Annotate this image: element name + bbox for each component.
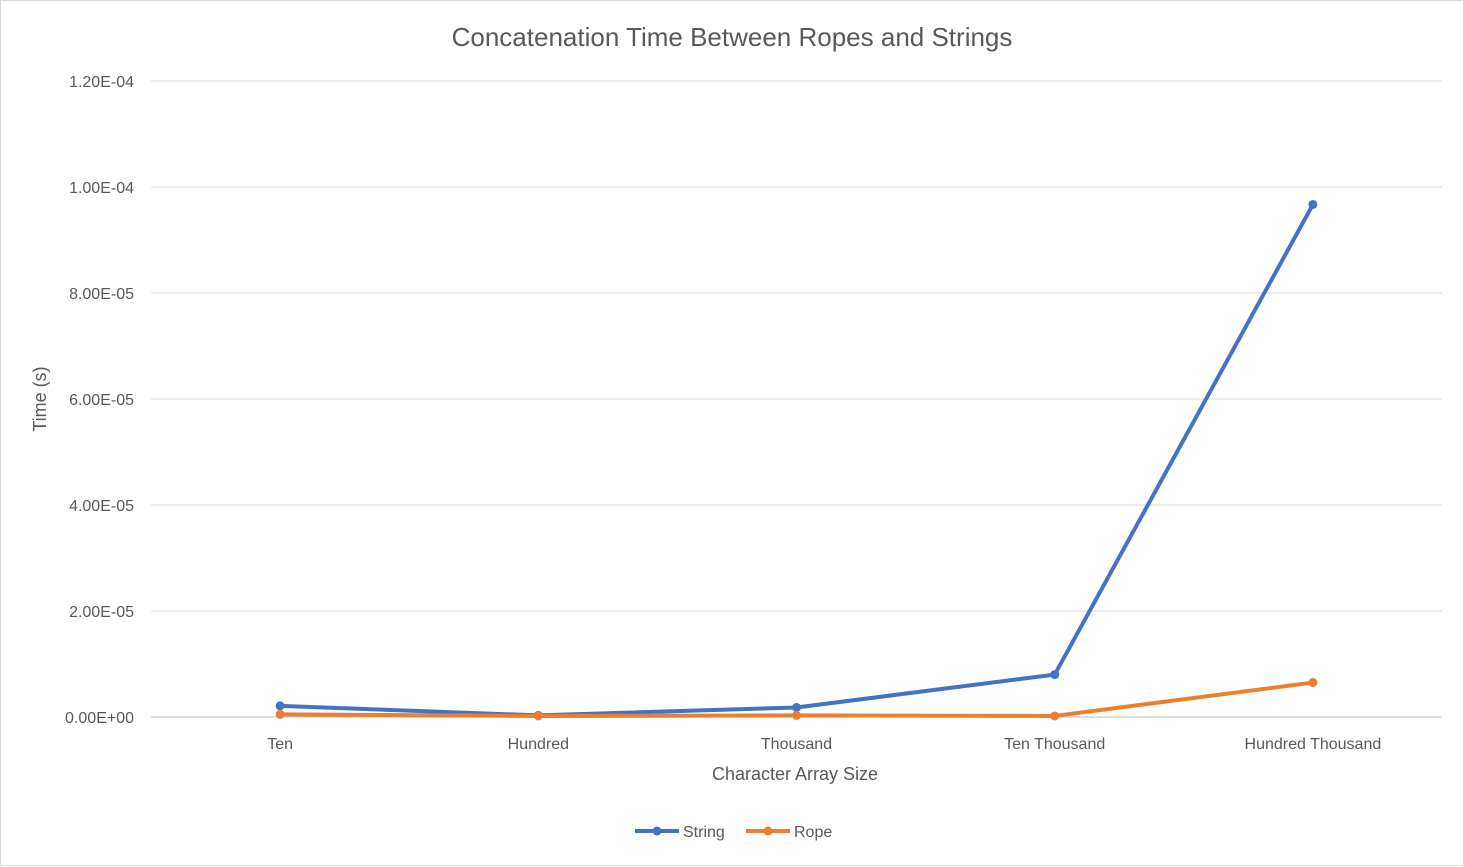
gridlines (151, 80, 1442, 718)
legend-label-rope: Rope (794, 824, 832, 841)
x-tick-label: Ten Thousand (1004, 736, 1105, 753)
legend-label-string: String (683, 824, 725, 841)
chart-title: Concatenation Time Between Ropes and Str… (452, 22, 1013, 52)
series-lines (275, 199, 1318, 721)
legend-marker-string (652, 826, 662, 836)
x-axis-title: Character Array Size (712, 764, 878, 784)
y-tick-label: 4.00E-05 (69, 498, 134, 515)
data-point-rope (275, 709, 285, 719)
data-point-string (1050, 670, 1060, 680)
x-tick-label: Hundred Thousand (1245, 736, 1382, 753)
x-axis-ticks: Ten Hundred Thousand Ten Thousand Hundred Th… (267, 736, 1381, 753)
data-point-rope (1050, 711, 1060, 721)
data-point-string (1308, 199, 1318, 209)
y-tick-label: 1.00E-04 (69, 180, 134, 197)
y-tick-label: 2.00E-05 (69, 604, 134, 621)
data-point-string (275, 701, 285, 711)
x-tick-label: Thousand (761, 736, 832, 753)
data-point-rope (533, 711, 543, 721)
y-axis-title: Time (s) (30, 366, 50, 431)
legend: String Rope (635, 824, 832, 841)
y-tick-label: 1.20E-04 (69, 74, 134, 91)
y-tick-label: 0.00E+00 (65, 710, 134, 727)
x-tick-label: Hundred (508, 736, 569, 753)
y-axis-ticks: 0.00E+00 2.00E-05 4.00E-05 6.00E-05 8.00E-05… (65, 74, 134, 727)
data-point-string (792, 702, 801, 712)
data-point-rope (792, 710, 801, 720)
y-tick-label: 6.00E-05 (69, 392, 134, 409)
legend-marker-rope (763, 826, 773, 836)
y-tick-label: 8.00E-05 (69, 286, 134, 303)
x-tick-label: Ten (267, 736, 293, 753)
series-line-string (278, 202, 1315, 718)
data-point-rope (1308, 678, 1318, 688)
